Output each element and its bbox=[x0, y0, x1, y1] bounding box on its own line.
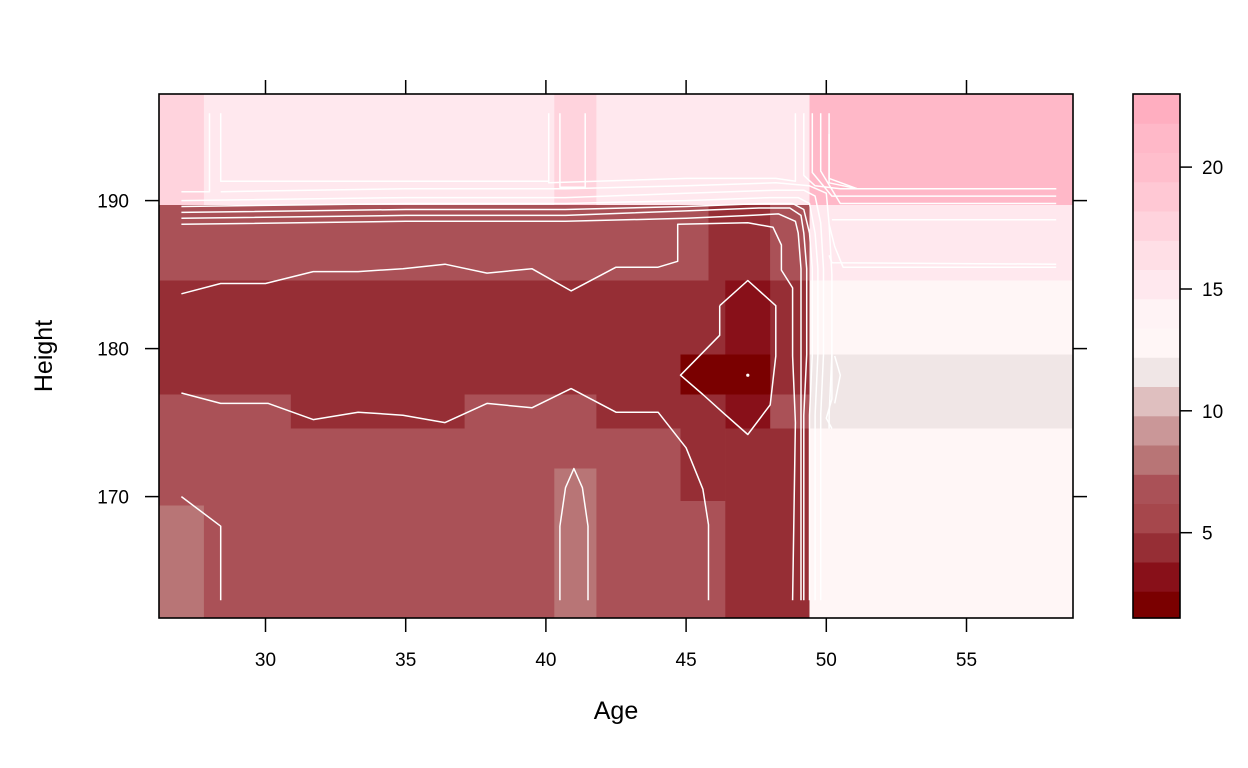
contour-line bbox=[828, 255, 1057, 265]
heatmap-cell bbox=[290, 394, 465, 429]
heatmap-cell bbox=[809, 428, 1073, 618]
x-tick-label: 55 bbox=[956, 650, 977, 671]
colorbar-tick-label: 20 bbox=[1202, 158, 1223, 179]
y-axis: 170 180 190 bbox=[97, 192, 1087, 509]
contour-line bbox=[181, 189, 825, 601]
heatmap-cell bbox=[680, 501, 726, 618]
heatmap-cell bbox=[554, 468, 597, 618]
contour-line bbox=[181, 113, 211, 193]
colorbar-tick-label: 5 bbox=[1202, 524, 1213, 545]
peak-point bbox=[746, 373, 750, 377]
colorbar-swatch bbox=[1133, 561, 1180, 592]
contour-line bbox=[181, 207, 808, 601]
colorbar-tick-label: 10 bbox=[1202, 402, 1223, 423]
x-tick-label: 45 bbox=[676, 650, 697, 671]
contour-line bbox=[180, 496, 222, 601]
heatmap-cell bbox=[809, 280, 1073, 355]
y-tick-label: 190 bbox=[97, 192, 129, 213]
y-tick-label: 180 bbox=[97, 340, 129, 361]
plot-panel-border bbox=[158, 93, 1074, 619]
colorbar-swatch bbox=[1133, 123, 1180, 153]
contour-line bbox=[219, 113, 549, 183]
contour-line bbox=[811, 113, 1057, 197]
contour-line bbox=[547, 113, 797, 184]
contour-line bbox=[181, 202, 814, 601]
colorbar-swatch bbox=[1133, 386, 1180, 417]
colorbar-swatch bbox=[1133, 328, 1180, 358]
colorbar-swatch bbox=[1133, 357, 1180, 387]
colorbar: 5 10 15 20 bbox=[1133, 94, 1223, 619]
heatmap-cell bbox=[554, 94, 597, 205]
contour-line bbox=[181, 387, 710, 601]
heatmap-cells bbox=[159, 94, 1073, 618]
colorbar-swatch bbox=[1133, 181, 1180, 212]
colorbar-swatch bbox=[1133, 152, 1180, 183]
contour-line bbox=[559, 113, 586, 189]
colorbar-swatch bbox=[1133, 211, 1180, 241]
contour-line bbox=[181, 222, 797, 601]
colorbar-swatch bbox=[1133, 240, 1180, 270]
contour-line bbox=[181, 196, 819, 601]
x-axis-title: Age bbox=[594, 697, 638, 725]
heatmap-cell bbox=[159, 94, 204, 205]
heatmap-cell bbox=[708, 205, 771, 281]
colorbar-tick-label: 15 bbox=[1202, 280, 1223, 301]
contour-line bbox=[828, 224, 1057, 268]
contour-line bbox=[679, 279, 777, 436]
y-axis-title: Height bbox=[30, 320, 58, 392]
colorbar-swatch bbox=[1133, 591, 1180, 619]
heatmap-cell bbox=[809, 205, 1073, 281]
contour-line bbox=[833, 355, 842, 404]
colorbar-swatch bbox=[1133, 532, 1180, 563]
heatmap-cell bbox=[809, 354, 1073, 429]
contour-line bbox=[819, 113, 1057, 205]
colorbar-swatch bbox=[1133, 415, 1180, 446]
heatmap-cell bbox=[770, 205, 810, 281]
contour-line bbox=[559, 467, 589, 601]
heatmap-cell bbox=[809, 94, 1073, 205]
contour-line bbox=[181, 213, 802, 601]
colorbar-swatch bbox=[1133, 474, 1180, 504]
colorbar-swatch bbox=[1133, 445, 1180, 475]
x-tick-label: 30 bbox=[255, 650, 276, 671]
colorbar-border bbox=[1132, 93, 1181, 619]
x-tick-label: 50 bbox=[816, 650, 837, 671]
heatmap-cell bbox=[725, 428, 810, 618]
contour-line bbox=[825, 329, 833, 429]
heatmap-cell bbox=[680, 394, 726, 429]
colorbar-swatch bbox=[1133, 503, 1180, 534]
heatmap-cell bbox=[159, 505, 204, 618]
colorbar-swatch bbox=[1133, 269, 1180, 300]
contour-line bbox=[828, 134, 858, 190]
y-tick-label: 170 bbox=[97, 488, 129, 509]
x-axis: 30 35 40 45 50 55 bbox=[255, 80, 977, 671]
contour-lines bbox=[180, 113, 1057, 601]
colorbar-swatch bbox=[1133, 94, 1180, 124]
colorbar-swatch bbox=[1133, 298, 1180, 329]
x-tick-label: 40 bbox=[535, 650, 556, 671]
x-tick-label: 35 bbox=[395, 650, 416, 671]
